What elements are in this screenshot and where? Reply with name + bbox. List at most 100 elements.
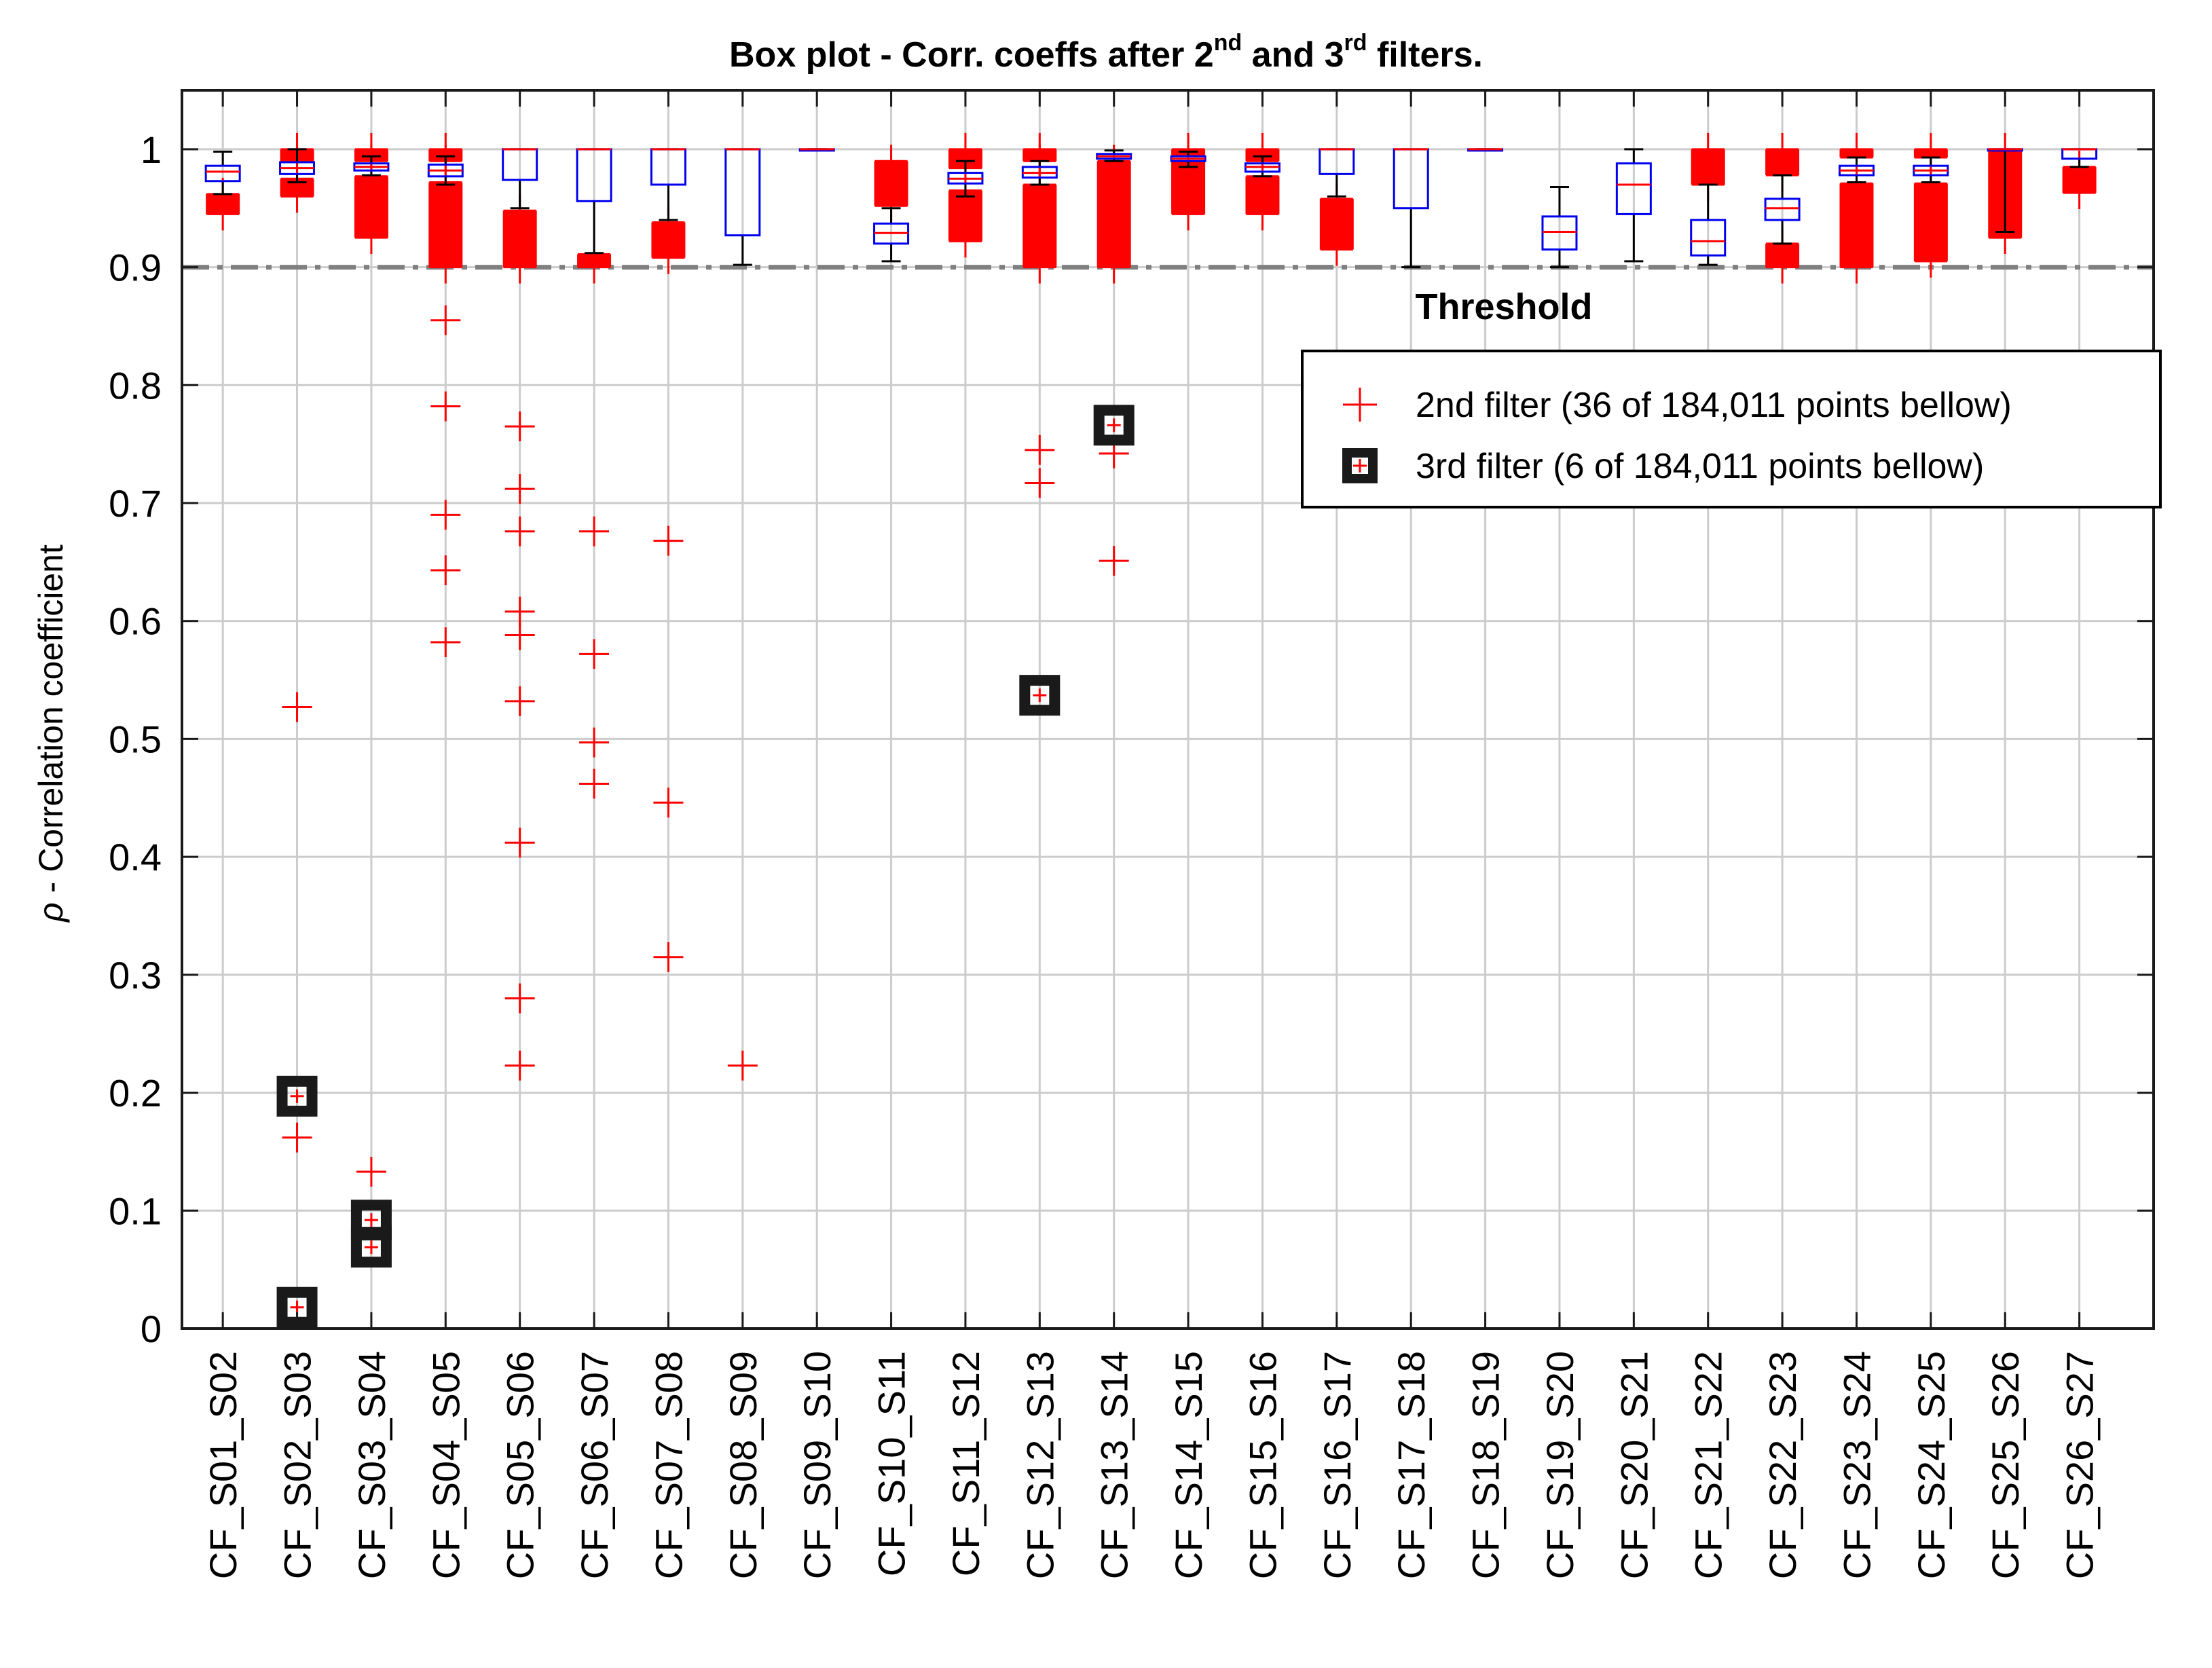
box-3 <box>353 132 390 255</box>
y-axis-label: ρ - Correlation coefficient <box>32 544 70 923</box>
ticks-layer: 0 0.1 0.2 0.3 0.4 0.5 0.6 0.7 0.8 0.9 1 CF_S01_S02 C… <box>109 90 2154 1579</box>
dense-edge-top-low-21 <box>1691 132 1725 166</box>
title-part-2: and 3 <box>1242 35 1344 75</box>
box-19 <box>1541 185 1578 269</box>
x-tick-label-12: CF_S12_S13 <box>1018 1351 1061 1579</box>
outliers-layer <box>276 305 1135 1328</box>
box-body-19 <box>1541 215 1578 251</box>
box-8 <box>724 148 761 266</box>
box-7 <box>650 148 686 274</box>
outlier-2nd-box4-5 <box>430 627 461 657</box>
x-tick-label-25: CF_S25_S26 <box>1984 1351 2027 1579</box>
x-tick-label-13: CF_S13_S14 <box>1093 1351 1136 1579</box>
box-18 <box>1467 148 1504 152</box>
box-17 <box>1393 148 1429 269</box>
legend: 2nd filter (36 of 184,011 points bellow)… <box>1301 350 2162 508</box>
outlier-2nd-box8-1 <box>727 1050 758 1081</box>
legend-box <box>1301 350 2162 508</box>
dense-edge-bottom-low-13 <box>1097 251 1130 284</box>
box-21 <box>1690 132 1727 266</box>
x-tick-label-3: CF_S03_S04 <box>350 1351 393 1579</box>
y-tick-label-7: 0.7 <box>109 482 162 525</box>
outlier-2nd-box5-3 <box>504 516 535 546</box>
outlier-2nd-box5-8 <box>504 983 535 1014</box>
dense-edge-bottom-low-1 <box>206 198 240 231</box>
box-22 <box>1764 132 1801 284</box>
box-body-1 <box>204 164 241 183</box>
dense-edge-bottom-low-6 <box>578 251 611 284</box>
y-tick-label-6: 0.6 <box>109 600 162 643</box>
outlier-2nd-box5-6 <box>504 686 535 716</box>
box-body-21 <box>1690 219 1727 257</box>
box-13 <box>1096 145 1132 284</box>
x-tick-label-11: CF_S11_S12 <box>944 1351 987 1576</box>
outlier-2nd-box6-4 <box>579 768 610 799</box>
box-25 <box>1987 132 2023 255</box>
box-10 <box>873 145 910 263</box>
outlier-2nd-box2-1 <box>282 692 312 722</box>
outlier-2nd-box3-1 <box>356 1156 386 1187</box>
y-tick-label-10: 1 <box>141 128 162 171</box>
x-tick-label-23: CF_S23_S24 <box>1835 1351 1878 1579</box>
dense-edge-bottom-low-24 <box>1914 244 1947 278</box>
outlier-3rd-box12-1 <box>1019 675 1061 716</box>
legend-marker-2nd <box>1343 388 1377 422</box>
dense-outliers-low-13 <box>1096 161 1131 267</box>
x-tick-label-2: CF_S02_S03 <box>276 1351 319 1579</box>
dense-edge-bottom-low-26 <box>2063 177 2096 210</box>
x-tick-label-14: CF_S14_S15 <box>1167 1351 1210 1579</box>
outlier-2nd-box5-9 <box>504 1050 535 1081</box>
box-12 <box>1021 132 1058 284</box>
outlier-2nd-box13-2 <box>1099 546 1129 576</box>
boxes-layer <box>204 132 2098 284</box>
chart-title: Box plot - Corr. coeffs after 2nd and 3r… <box>729 30 1483 75</box>
outlier-3rd-box3-2 <box>350 1227 392 1268</box>
x-tick-label-5: CF_S05_S06 <box>499 1351 542 1579</box>
y-tick-label-8: 0.8 <box>109 364 162 407</box>
x-tick-label-4: CF_S04_S05 <box>424 1351 467 1579</box>
outlier-3rd-box13-1 <box>1093 405 1135 446</box>
outlier-2nd-box5-5 <box>504 620 535 650</box>
outlier-2nd-box5-7 <box>504 828 535 858</box>
outlier-3rd-box2-1 <box>276 1075 318 1117</box>
x-tick-label-1: CF_S01_S02 <box>202 1351 244 1579</box>
box-6 <box>576 148 612 284</box>
y-axis-text: - Correlation coefficient <box>32 544 70 902</box>
dense-edge-bottom-low-16 <box>1320 233 1353 266</box>
outlier-2nd-box6-1 <box>579 516 610 546</box>
x-tick-label-19: CF_S19_S20 <box>1538 1351 1581 1579</box>
outlier-3rd-square-2-1 <box>276 1075 318 1117</box>
dense-edge-bottom-low-3 <box>354 221 388 255</box>
y-tick-label-1: 0.1 <box>109 1189 162 1232</box>
y-tick-label-2: 0.2 <box>109 1072 162 1115</box>
box-16 <box>1319 148 1355 266</box>
outlier-2nd-box6-2 <box>579 639 610 669</box>
x-tick-label-9: CF_S09_S10 <box>796 1351 838 1579</box>
outlier-2nd-box7-1 <box>653 525 684 556</box>
box-23 <box>1838 132 1875 284</box>
x-tick-label-17: CF_S17_S18 <box>1390 1351 1433 1579</box>
dense-edge-top-low-10 <box>874 145 908 178</box>
x-tick-label-26: CF_S26_S27 <box>2059 1351 2101 1579</box>
box-24 <box>1913 132 1949 278</box>
outlier-2nd-box4-3 <box>430 500 461 530</box>
box-15 <box>1244 132 1280 231</box>
outlier-2nd-box2-2 <box>282 1122 312 1153</box>
dense-edge-bottom-low-4 <box>429 251 462 284</box>
box-9 <box>798 148 835 152</box>
outlier-2nd-box12-1 <box>1025 434 1055 465</box>
x-tick-label-20: CF_S20_S21 <box>1612 1351 1655 1579</box>
box-body-22 <box>1764 198 1801 221</box>
outlier-2nd-box7-3 <box>653 942 684 972</box>
dense-edge-bottom-low-15 <box>1246 198 1279 231</box>
box-26 <box>2061 148 2098 210</box>
axes-layer <box>181 89 2155 1330</box>
axes-frame <box>181 89 2155 1330</box>
outlier-2nd-box4-4 <box>430 555 461 586</box>
dense-edge-bottom-low-2 <box>280 180 314 213</box>
x-tick-label-22: CF_S22_S23 <box>1761 1351 1804 1579</box>
dense-edge-bottom-low-23 <box>1840 251 1873 284</box>
dense-edge-bottom-low-22 <box>1766 251 1799 284</box>
y-tick-label-3: 0.3 <box>109 954 162 997</box>
